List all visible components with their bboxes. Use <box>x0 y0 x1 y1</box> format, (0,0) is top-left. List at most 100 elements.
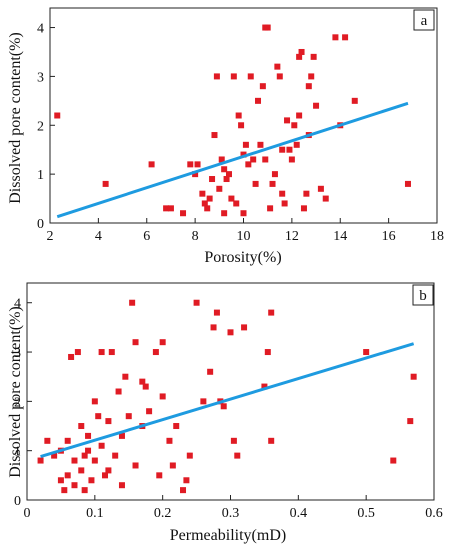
data-point-b <box>115 388 122 395</box>
data-point-b <box>85 432 92 439</box>
data-point-b <box>95 413 102 420</box>
y-axis-label-a: Dissolved pore content(%) <box>7 32 24 204</box>
data-point-b <box>132 462 139 469</box>
data-point-a <box>351 97 358 104</box>
plot-frame-b <box>26 282 435 501</box>
data-point-a <box>305 83 312 90</box>
data-point-a <box>225 171 232 178</box>
data-point-b <box>139 378 146 385</box>
data-point-a <box>247 73 254 80</box>
data-point-b <box>156 472 163 479</box>
data-point-b <box>264 349 271 356</box>
panel-tag-b: b <box>419 288 427 304</box>
y-tick-label-a: 1 <box>37 168 44 183</box>
data-point-b <box>261 383 268 390</box>
data-point-a <box>167 205 174 212</box>
data-point-b <box>98 442 105 449</box>
data-point-b <box>78 423 85 430</box>
data-point-b <box>105 418 112 425</box>
data-point-b <box>173 423 180 430</box>
data-point-b <box>122 373 129 380</box>
x-tick-label-a: 6 <box>143 229 150 244</box>
data-point-a <box>308 73 315 80</box>
data-point-b <box>207 368 214 375</box>
data-point-b <box>88 477 95 484</box>
data-point-b <box>227 329 234 336</box>
data-point-b <box>166 437 173 444</box>
data-point-a <box>221 166 228 173</box>
data-point-a <box>242 141 249 148</box>
data-point-b <box>68 353 75 360</box>
data-point-a <box>148 161 155 168</box>
data-point-a <box>252 180 259 187</box>
data-point-a <box>317 185 324 192</box>
data-point-b <box>132 339 139 346</box>
data-point-a <box>218 156 225 163</box>
data-point-b <box>44 437 51 444</box>
data-point-a <box>211 132 218 139</box>
x-axis-label-b: Permeability(mD) <box>170 527 286 544</box>
data-point-a <box>250 156 257 163</box>
data-point-b <box>71 482 78 489</box>
data-point-b <box>118 482 125 489</box>
data-point-a <box>291 122 298 129</box>
y-tick-label-b: 3 <box>14 346 21 361</box>
data-point-a <box>54 112 61 119</box>
data-point-a <box>240 210 247 217</box>
data-point-a <box>204 205 211 212</box>
data-point-b <box>64 437 71 444</box>
data-point-a <box>271 171 278 178</box>
data-point-b <box>210 324 217 331</box>
data-point-a <box>293 141 300 148</box>
y-tick-label-b: 2 <box>14 395 21 410</box>
data-point-b <box>180 487 187 494</box>
data-point-a <box>187 161 194 168</box>
data-point-a <box>286 146 293 153</box>
x-tick-label-a: 2 <box>47 229 54 244</box>
data-point-b <box>410 373 417 380</box>
data-point-a <box>332 34 339 41</box>
data-point-a <box>233 200 240 207</box>
data-point-a <box>264 24 271 31</box>
data-point-b <box>146 408 153 415</box>
x-tick-label-b: 0.6 <box>425 506 443 521</box>
data-point-a <box>235 112 242 119</box>
data-point-a <box>269 180 276 187</box>
data-point-b <box>112 452 119 459</box>
data-point-a <box>313 102 320 109</box>
data-point-a <box>267 205 274 212</box>
data-point-b <box>85 447 92 454</box>
data-point-b <box>220 403 227 410</box>
data-point-a <box>238 122 245 129</box>
y-tick-label-b: 0 <box>14 494 21 509</box>
data-point-a <box>262 156 269 163</box>
data-point-b <box>108 349 115 356</box>
x-tick-label-b: 0.3 <box>222 506 240 521</box>
data-point-a <box>342 34 349 41</box>
panel-b: 0 0.1 0.2 0.3 0.4 0.5 0.6 0 1 2 3 4 b Permeability(… <box>7 282 443 544</box>
plot-frame-a <box>49 7 438 224</box>
data-point-a <box>216 185 223 192</box>
data-point-b <box>61 487 68 494</box>
data-point-b <box>118 432 125 439</box>
data-point-a <box>230 73 237 80</box>
data-point-a <box>192 171 199 178</box>
data-point-a <box>298 48 305 55</box>
y-axis-label-b: Dissolved pore content(%) <box>7 306 24 478</box>
data-point-b <box>390 457 397 464</box>
data-point-a <box>303 190 310 197</box>
data-point-b <box>125 413 132 420</box>
data-point-a <box>180 210 187 217</box>
data-point-b <box>193 299 200 306</box>
data-point-a <box>228 195 235 202</box>
data-point-b <box>230 437 237 444</box>
data-point-b <box>81 487 88 494</box>
data-point-a <box>209 176 216 183</box>
data-point-b <box>152 349 159 356</box>
data-point-b <box>71 457 78 464</box>
data-point-b <box>57 477 64 484</box>
data-point-b <box>268 437 275 444</box>
panel-tag-box-b <box>412 284 434 306</box>
